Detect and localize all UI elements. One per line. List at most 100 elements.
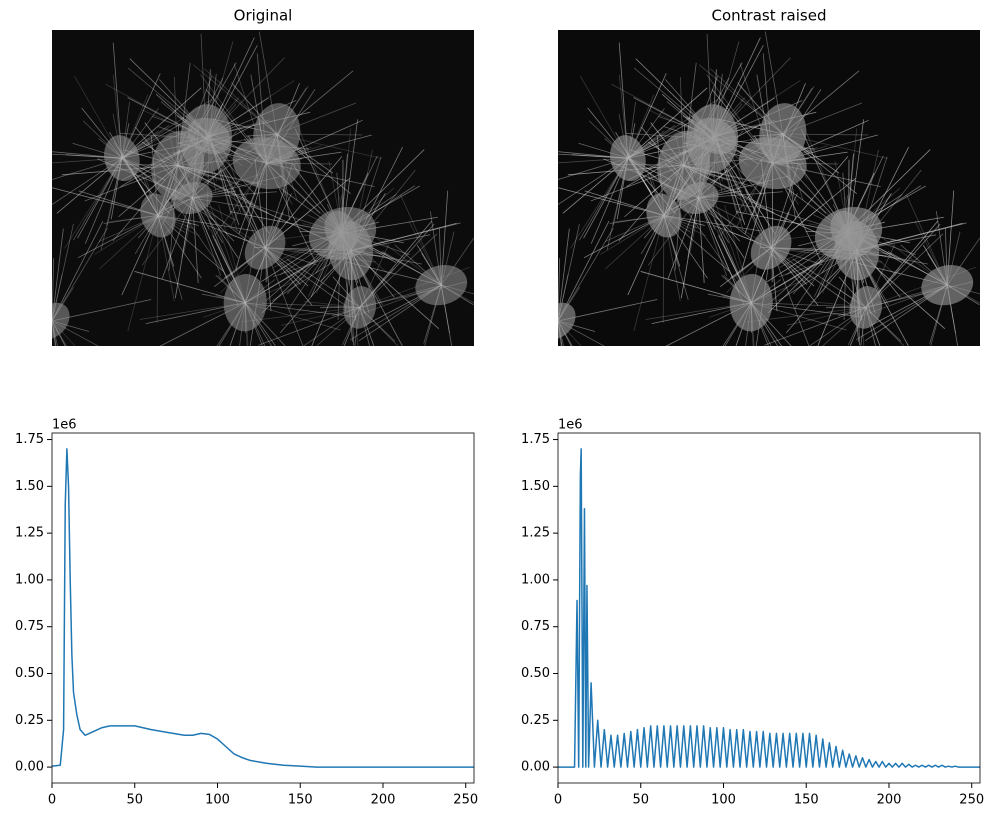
nucleus — [308, 206, 377, 260]
x-tick-label: 100 — [205, 793, 230, 808]
y-tick-label: 0.75 — [15, 619, 44, 634]
offset-label: 1e6 — [558, 418, 583, 433]
fiber — [52, 320, 53, 322]
fiber — [52, 320, 53, 322]
x-tick-label: 200 — [877, 793, 902, 808]
fiber — [680, 197, 699, 299]
fiber — [558, 320, 559, 322]
x-tick-label: 200 — [371, 793, 396, 808]
nucleus — [558, 302, 576, 340]
fiber — [52, 320, 53, 321]
fiber — [52, 187, 159, 216]
fiber — [52, 316, 53, 321]
nucleus — [415, 265, 468, 306]
y-tick-label: 1.25 — [521, 526, 550, 541]
fiber — [558, 317, 559, 321]
fiber — [558, 320, 559, 321]
nucleus — [738, 137, 807, 190]
nucleus — [180, 104, 233, 174]
y-tick-label: 0.00 — [521, 760, 550, 775]
y-tick-label: 0.00 — [15, 760, 44, 775]
fiber — [261, 302, 360, 308]
fiber — [52, 320, 66, 346]
fiber — [764, 307, 866, 346]
y-tick-label: 1.75 — [15, 432, 44, 447]
nucleus — [814, 206, 883, 260]
fiber — [558, 157, 628, 180]
fiber — [52, 320, 53, 322]
image — [558, 30, 980, 346]
fiber — [558, 320, 559, 321]
histogram-line — [558, 448, 980, 768]
x-tick-label: 250 — [453, 793, 478, 808]
y-tick-label: 0.50 — [15, 666, 44, 681]
plot-frame — [557, 432, 981, 784]
offset-label: 1e6 — [52, 418, 77, 433]
fiber — [52, 157, 122, 180]
histogram-line — [51, 448, 474, 768]
nucleus — [849, 286, 883, 329]
x-tick-label: 250 — [959, 793, 984, 808]
fiber — [191, 197, 234, 293]
nucleus — [678, 182, 719, 215]
nucleus — [52, 302, 70, 340]
fiber — [52, 320, 53, 321]
image-title: Original — [234, 7, 293, 25]
x-tick-label: 0 — [48, 793, 56, 808]
fiber — [558, 320, 572, 346]
fiber — [558, 320, 559, 322]
y-tick-label: 0.25 — [521, 713, 550, 728]
fiber — [174, 197, 193, 299]
image-title: Contrast raised — [712, 7, 827, 25]
nucleus — [610, 135, 646, 182]
y-tick-label: 0.50 — [521, 666, 550, 681]
x-tick-label: 50 — [126, 793, 143, 808]
fiber — [52, 320, 53, 322]
nucleus — [729, 274, 773, 332]
fiber — [558, 187, 665, 216]
y-tick-label: 0.25 — [15, 713, 44, 728]
fiber — [52, 317, 53, 321]
fiber — [558, 320, 559, 322]
y-tick-label: 1.25 — [15, 526, 44, 541]
fiber — [767, 302, 866, 308]
fiber — [52, 320, 53, 322]
nucleus — [172, 182, 213, 215]
nucleus — [244, 225, 286, 270]
fiber — [52, 320, 53, 322]
nucleus — [223, 274, 267, 332]
fiber — [697, 197, 740, 293]
fiber — [558, 320, 559, 321]
nucleus — [140, 193, 176, 238]
y-tick-label: 1.50 — [521, 479, 550, 494]
y-tick-label: 1.00 — [15, 572, 44, 587]
nucleus — [750, 225, 792, 270]
nucleus — [686, 104, 739, 174]
plot-frame — [51, 432, 475, 784]
image — [52, 30, 474, 346]
x-tick-label: 150 — [288, 793, 313, 808]
fiber — [52, 320, 53, 321]
y-tick-label: 1.75 — [521, 432, 550, 447]
nucleus — [104, 135, 140, 182]
y-tick-label: 0.75 — [521, 619, 550, 634]
x-tick-label: 50 — [632, 793, 649, 808]
nucleus — [232, 137, 301, 190]
fiber — [258, 307, 360, 346]
nucleus — [646, 193, 682, 238]
fiber — [52, 320, 53, 322]
nucleus — [343, 286, 377, 329]
fiber — [558, 320, 559, 322]
x-tick-label: 0 — [554, 793, 562, 808]
fiber — [52, 320, 53, 322]
fiber — [558, 320, 559, 322]
x-tick-label: 150 — [794, 793, 819, 808]
fiber — [558, 316, 559, 321]
y-tick-label: 1.00 — [521, 572, 550, 587]
fiber — [558, 320, 559, 322]
fiber — [558, 320, 559, 322]
x-tick-label: 100 — [711, 793, 736, 808]
nucleus — [921, 265, 974, 306]
fiber — [558, 320, 559, 322]
